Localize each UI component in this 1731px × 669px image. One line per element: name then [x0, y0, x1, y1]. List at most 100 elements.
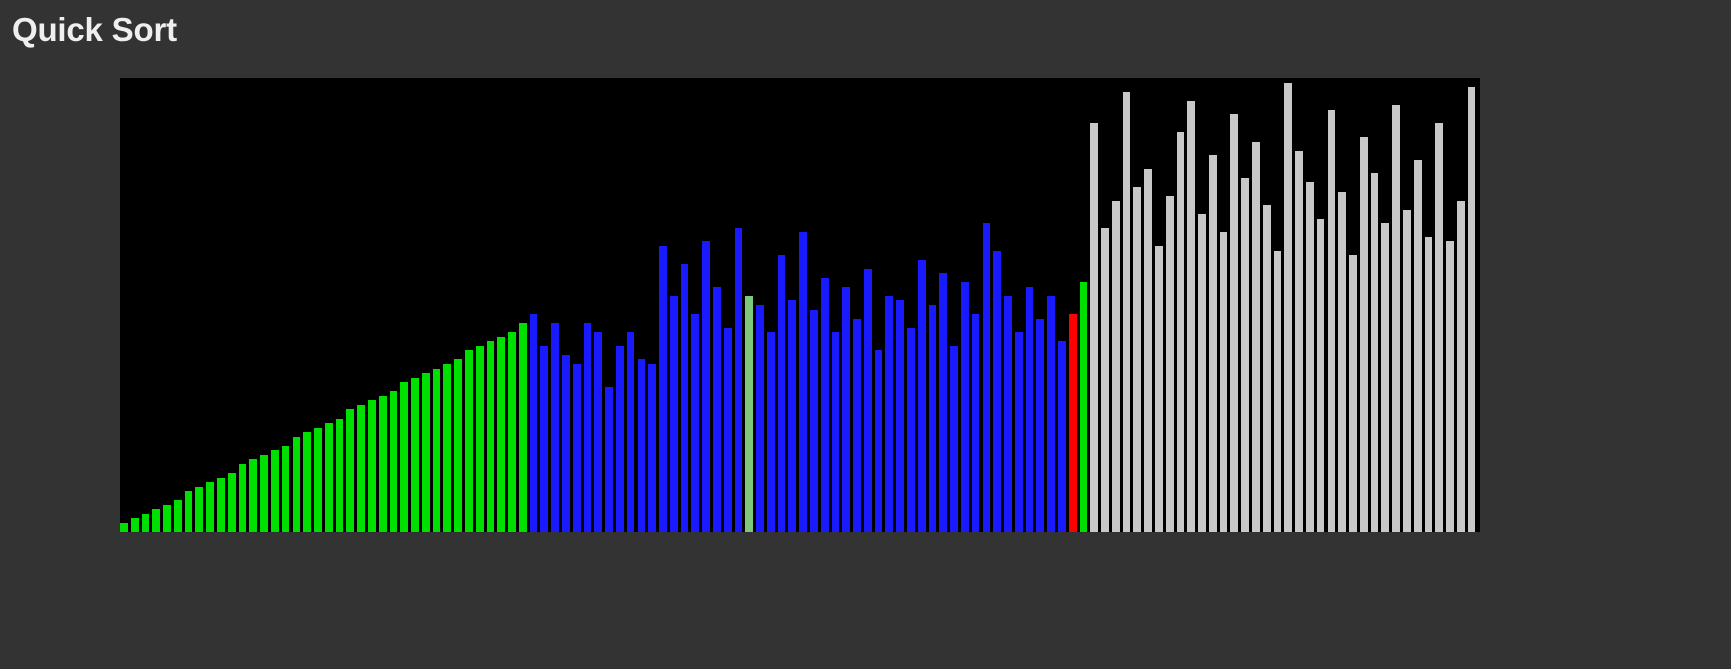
bar [1090, 123, 1099, 532]
bar [378, 395, 387, 532]
bar [605, 386, 613, 532]
bar [745, 295, 754, 532]
bar [1198, 214, 1206, 532]
bar [572, 364, 581, 532]
bar [863, 268, 872, 532]
bar [357, 404, 365, 532]
bar [1446, 241, 1454, 532]
bar [227, 472, 236, 532]
bar [1424, 236, 1433, 532]
bar [1392, 105, 1400, 532]
bar [1273, 250, 1282, 532]
bar [1305, 182, 1314, 532]
bar [1219, 232, 1228, 532]
bar [820, 277, 829, 532]
bar [518, 323, 527, 532]
bar [723, 327, 732, 532]
bar [206, 482, 215, 532]
bar [270, 450, 279, 532]
bar [1262, 205, 1271, 532]
bar [691, 314, 700, 532]
bar [648, 364, 657, 532]
bar [141, 513, 150, 532]
bar [1025, 286, 1034, 532]
bar [659, 245, 667, 532]
bar [885, 295, 894, 532]
bar [540, 345, 549, 532]
visualization-canvas[interactable] [120, 78, 1480, 532]
bar [928, 305, 937, 532]
bar [465, 350, 473, 532]
bar [874, 350, 883, 532]
bar [1402, 209, 1411, 532]
bar [303, 432, 312, 532]
bar [1284, 82, 1293, 532]
bar [314, 427, 322, 532]
bar [1252, 141, 1260, 532]
bar [292, 436, 301, 532]
bar [1165, 196, 1174, 532]
bar [508, 332, 516, 532]
bar [324, 423, 333, 532]
bar [1467, 87, 1476, 532]
bar [1327, 109, 1336, 532]
bar [810, 309, 818, 532]
bar [950, 345, 958, 532]
bar [389, 391, 398, 532]
bar [960, 282, 969, 532]
bar [454, 359, 462, 532]
bar [1381, 223, 1390, 532]
bar [1230, 114, 1239, 532]
bar [217, 477, 225, 532]
bar [1349, 255, 1357, 532]
bar [562, 354, 570, 532]
bar-chart [120, 78, 1480, 532]
bar [421, 373, 430, 532]
bar [1004, 295, 1012, 532]
bar [831, 332, 840, 532]
bar [1241, 177, 1250, 532]
bar [551, 323, 560, 532]
bar [1111, 200, 1120, 532]
bar [993, 250, 1002, 532]
bar [702, 241, 710, 532]
bar [1036, 318, 1045, 532]
bar [1133, 186, 1142, 532]
bar [1187, 100, 1196, 532]
bar [1338, 191, 1347, 532]
bar [917, 259, 926, 532]
bar [163, 504, 171, 532]
bar [346, 409, 355, 532]
bar [1068, 314, 1077, 532]
bar [130, 518, 139, 532]
bar [680, 264, 689, 532]
bar [637, 359, 646, 532]
bar [756, 305, 764, 532]
bar [443, 364, 452, 532]
bar [335, 418, 344, 532]
bar [1295, 150, 1303, 532]
bar [367, 400, 376, 532]
bar [734, 227, 743, 532]
bar [1014, 332, 1023, 532]
bar [971, 314, 980, 532]
bar [1101, 227, 1109, 532]
bar [173, 500, 182, 532]
bar [939, 273, 948, 532]
bar [281, 445, 290, 532]
bar [907, 327, 915, 532]
bar [1047, 295, 1055, 532]
bar [1144, 168, 1152, 532]
bar [400, 382, 409, 532]
bar [1155, 245, 1163, 532]
bar [896, 300, 905, 532]
bar [120, 522, 128, 532]
bar [1359, 137, 1368, 532]
bar [594, 332, 603, 532]
bar [195, 486, 204, 532]
bar [842, 286, 851, 532]
bar [475, 345, 484, 532]
bar [486, 341, 495, 532]
bar [1370, 173, 1379, 532]
